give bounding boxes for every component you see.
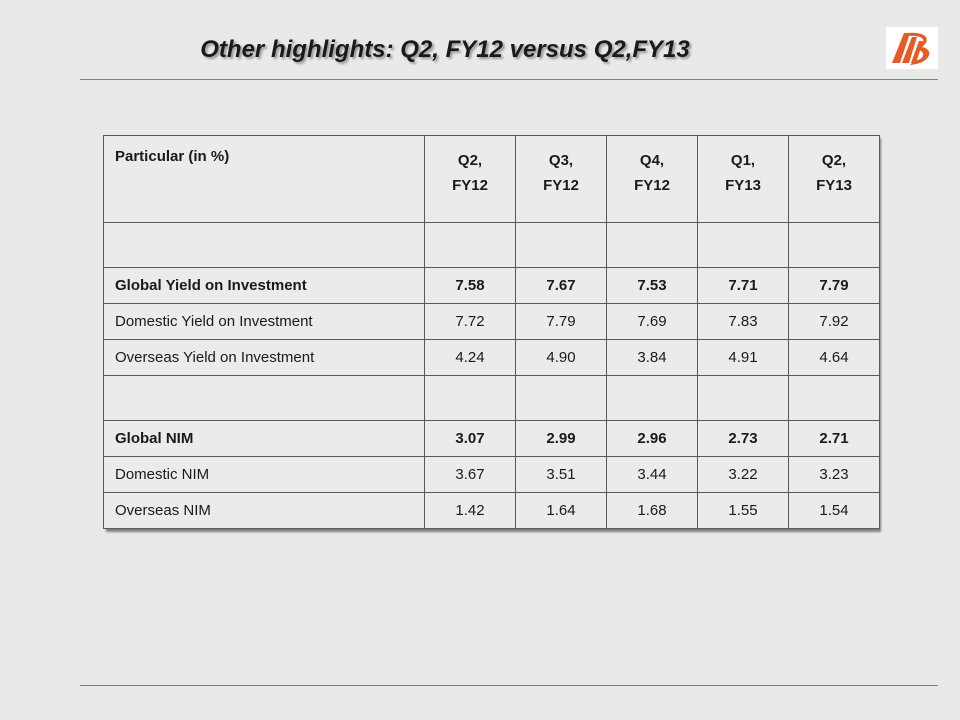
cell-value: 7.92	[788, 303, 880, 340]
cell-value: 4.90	[515, 339, 607, 376]
column-header-q4-fy12: Q4, FY12	[606, 135, 698, 223]
slide-title: Other highlights: Q2, FY12 versus Q2,FY1…	[200, 36, 690, 63]
table-spacer-row	[103, 222, 880, 268]
cell-value: 3.67	[424, 456, 516, 493]
column-header-q2-fy13: Q2, FY13	[788, 135, 880, 223]
cell-value: 1.54	[788, 492, 880, 529]
cell-value: 3.84	[606, 339, 698, 376]
cell-value: 3.22	[697, 456, 789, 493]
cell-value: 7.79	[515, 303, 607, 340]
table-row: Overseas Yield on Investment 4.24 4.90 3…	[103, 339, 880, 376]
cell-value: 2.73	[697, 420, 789, 457]
cell-value: 1.55	[697, 492, 789, 529]
table-row: Domestic NIM 3.67 3.51 3.44 3.22 3.23	[103, 456, 880, 493]
table-header-row: Particular (in %) Q2, FY12 Q3, FY12 Q4, FY1…	[103, 135, 880, 223]
cell-value: 7.67	[515, 267, 607, 304]
row-label: Global NIM	[103, 420, 425, 457]
footer-divider	[80, 685, 938, 686]
table-row: Domestic Yield on Investment 7.72 7.79 7…	[103, 303, 880, 340]
table-row: Global NIM 3.07 2.99 2.96 2.73 2.71	[103, 420, 880, 457]
cell-value: 3.07	[424, 420, 516, 457]
column-header-particular: Particular (in %)	[103, 135, 425, 223]
table-spacer-row	[103, 375, 880, 421]
column-header-q1-fy13: Q1, FY13	[697, 135, 789, 223]
cell-value: 1.42	[424, 492, 516, 529]
cell-value: 1.64	[515, 492, 607, 529]
row-label: Domestic NIM	[103, 456, 425, 493]
cell-value: 7.72	[424, 303, 516, 340]
row-label: Overseas NIM	[103, 492, 425, 529]
row-label: Global Yield on Investment	[103, 267, 425, 304]
cell-value: 4.24	[424, 339, 516, 376]
cell-value: 7.71	[697, 267, 789, 304]
cell-value: 4.64	[788, 339, 880, 376]
bank-of-baroda-logo-icon	[886, 27, 938, 69]
highlights-table: Particular (in %) Q2, FY12 Q3, FY12 Q4, FY1…	[103, 135, 880, 529]
cell-value: 2.99	[515, 420, 607, 457]
column-header-q2-fy12: Q2, FY12	[424, 135, 516, 223]
row-label: Overseas Yield on Investment	[103, 339, 425, 376]
table-row: Overseas NIM 1.42 1.64 1.68 1.55 1.54	[103, 492, 880, 529]
column-header-q3-fy12: Q3, FY12	[515, 135, 607, 223]
cell-value: 3.44	[606, 456, 698, 493]
table-row: Global Yield on Investment 7.58 7.67 7.5…	[103, 267, 880, 304]
cell-value: 7.69	[606, 303, 698, 340]
header-divider	[80, 79, 938, 80]
cell-value: 7.83	[697, 303, 789, 340]
cell-value: 3.23	[788, 456, 880, 493]
cell-value: 2.71	[788, 420, 880, 457]
row-label: Domestic Yield on Investment	[103, 303, 425, 340]
cell-value: 3.51	[515, 456, 607, 493]
cell-value: 1.68	[606, 492, 698, 529]
cell-value: 4.91	[697, 339, 789, 376]
cell-value: 2.96	[606, 420, 698, 457]
cell-value: 7.58	[424, 267, 516, 304]
cell-value: 7.79	[788, 267, 880, 304]
cell-value: 7.53	[606, 267, 698, 304]
